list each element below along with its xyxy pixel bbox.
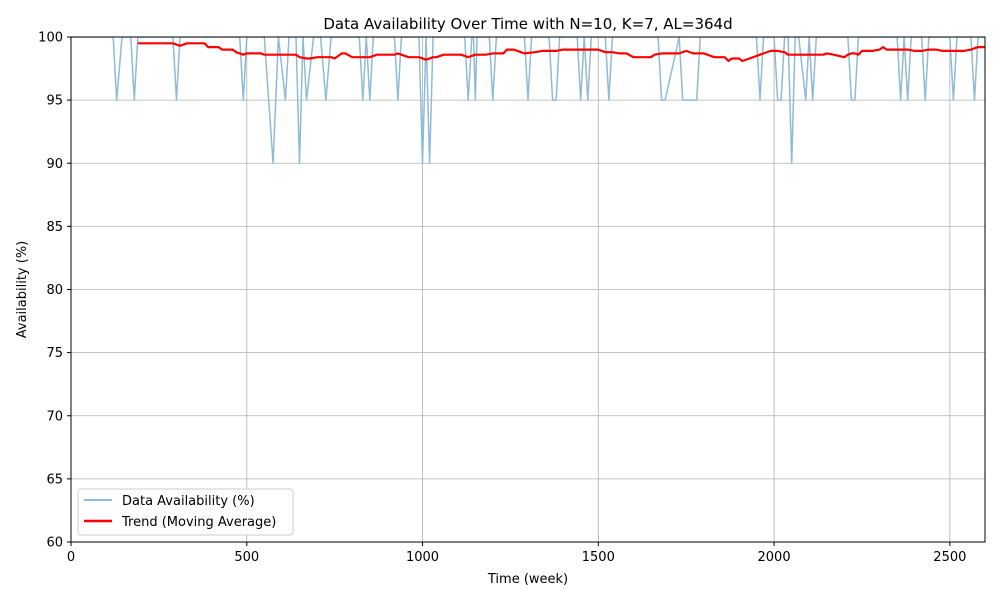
x-tick-label: 1000 — [406, 550, 439, 565]
x-axis-label: Time (week) — [487, 572, 568, 587]
y-tick-label: 85 — [46, 220, 63, 235]
availability-series-line — [71, 37, 985, 165]
y-tick-label: 80 — [46, 283, 63, 298]
y-tick-label: 70 — [46, 409, 63, 424]
legend: Data Availability (%) Trend (Moving Aver… — [77, 488, 294, 536]
y-tick-label: 95 — [46, 94, 63, 109]
legend-label-trend: Trend (Moving Average) — [121, 515, 276, 530]
trend-series-line — [137, 42, 985, 63]
y-tick-label: 90 — [46, 157, 63, 172]
y-axis-label: Availability (%) — [15, 241, 30, 339]
chart-title: Data Availability Over Time with N=10, K… — [323, 15, 732, 33]
x-tick-label: 2000 — [758, 550, 791, 565]
y-tick-label: 60 — [46, 536, 63, 551]
x-tick-label: 2500 — [933, 550, 966, 565]
y-tick-label: 100 — [38, 31, 63, 46]
series-layer — [71, 37, 985, 165]
x-tick-label: 1500 — [582, 550, 615, 565]
x-tick-label: 500 — [234, 550, 259, 565]
legend-box — [77, 488, 294, 536]
tick-layer: 0 500 1000 1500 2000 2500 60 65 70 75 80 85 90 95 100 — [38, 31, 966, 566]
x-tick-label: 0 — [67, 550, 75, 565]
y-tick-label: 75 — [46, 346, 63, 361]
y-tick-label: 65 — [46, 472, 63, 487]
legend-label-availability: Data Availability (%) — [122, 494, 255, 509]
